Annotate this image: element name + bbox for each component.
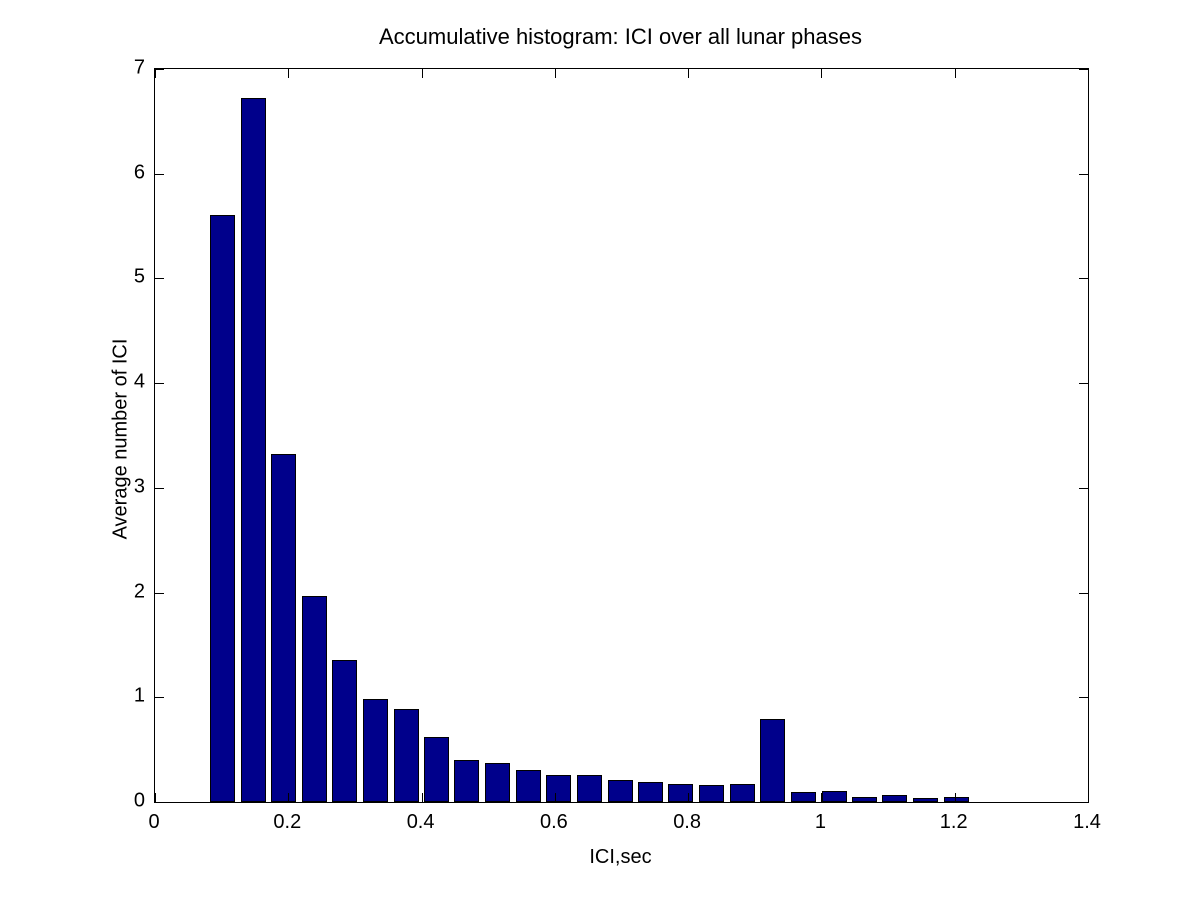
x-tick-mark — [688, 69, 690, 78]
x-tick-label: 1.4 — [1073, 811, 1101, 833]
x-axis-label: ICI,sec — [589, 846, 652, 868]
x-tick-mark — [821, 69, 823, 78]
histogram-bar — [638, 782, 664, 802]
histogram-bar — [668, 784, 694, 802]
x-tick-label: 1 — [814, 811, 826, 833]
x-tick-mark — [821, 793, 823, 802]
y-tick-label: 2 — [133, 580, 145, 603]
y-tick-label: 0 — [133, 789, 145, 812]
y-tick-mark — [1079, 487, 1088, 489]
histogram-bar — [546, 774, 572, 802]
histogram-bar — [851, 796, 877, 802]
y-tick-mark — [155, 697, 164, 699]
histogram-bar — [821, 790, 847, 802]
x-tick-mark — [155, 793, 156, 802]
x-tick-mark — [954, 69, 956, 78]
histogram-bar — [882, 794, 908, 802]
histogram-bar — [301, 595, 327, 802]
histogram-bar — [577, 774, 602, 802]
histogram-bar — [912, 798, 938, 802]
chart-title: Accumulative histogram: ICI over all lun… — [379, 24, 862, 49]
histogram-bar — [209, 214, 235, 802]
histogram-bar — [271, 454, 297, 802]
x-tick-mark — [421, 69, 423, 78]
y-tick-mark — [1079, 697, 1088, 699]
histogram-bar — [760, 719, 786, 802]
histogram-bar — [607, 780, 633, 802]
histogram-bar — [515, 769, 541, 802]
x-tick-mark — [288, 793, 290, 802]
y-tick-label: 6 — [133, 161, 145, 184]
histogram-bar — [423, 737, 449, 802]
histogram-bar — [240, 98, 266, 802]
y-tick-mark — [1079, 173, 1088, 175]
x-tick-mark — [954, 793, 956, 802]
y-tick-mark — [155, 592, 164, 594]
y-tick-mark — [1079, 69, 1088, 70]
x-tick-mark — [155, 69, 156, 78]
x-tick-label: 0.6 — [539, 811, 568, 833]
histogram-bar — [332, 659, 358, 802]
x-tick-label: 0.8 — [673, 811, 701, 833]
y-tick-mark — [1079, 383, 1088, 385]
x-tick-mark — [1088, 793, 1089, 802]
histogram-bar — [363, 699, 389, 802]
y-tick-mark — [155, 487, 164, 489]
y-tick-mark — [1079, 802, 1088, 803]
y-tick-label: 4 — [133, 370, 145, 393]
histogram-bar — [454, 760, 480, 802]
histogram-bar — [943, 797, 969, 802]
histogram-bar — [729, 784, 755, 802]
x-tick-label: 0.2 — [273, 811, 302, 833]
y-tick-mark — [1079, 278, 1088, 280]
x-tick-label: 1.2 — [939, 811, 968, 833]
y-tick-label: 1 — [133, 684, 145, 707]
y-tick-mark — [155, 278, 164, 280]
x-tick-mark — [554, 793, 556, 802]
histogram-bar — [393, 708, 419, 802]
x-tick-mark — [421, 793, 423, 802]
x-tick-label: 0.4 — [406, 811, 435, 833]
x-tick-mark — [288, 69, 290, 78]
x-tick-mark — [554, 69, 556, 78]
x-tick-label: 0 — [148, 811, 160, 833]
y-tick-label: 7 — [133, 56, 145, 79]
plot-area — [154, 68, 1089, 803]
x-tick-mark — [688, 793, 690, 802]
x-tick-mark — [1088, 69, 1089, 78]
y-tick-mark — [155, 383, 164, 385]
y-tick-mark — [155, 802, 164, 803]
histogram-bar — [699, 785, 724, 802]
y-axis-label: Average number of ICI — [109, 338, 132, 540]
histogram-bar — [790, 791, 816, 802]
y-tick-mark — [1079, 592, 1088, 594]
y-tick-label: 3 — [133, 475, 145, 498]
y-tick-mark — [155, 69, 164, 70]
y-tick-label: 5 — [133, 265, 145, 288]
histogram-bar — [485, 763, 510, 802]
y-tick-mark — [155, 173, 164, 175]
